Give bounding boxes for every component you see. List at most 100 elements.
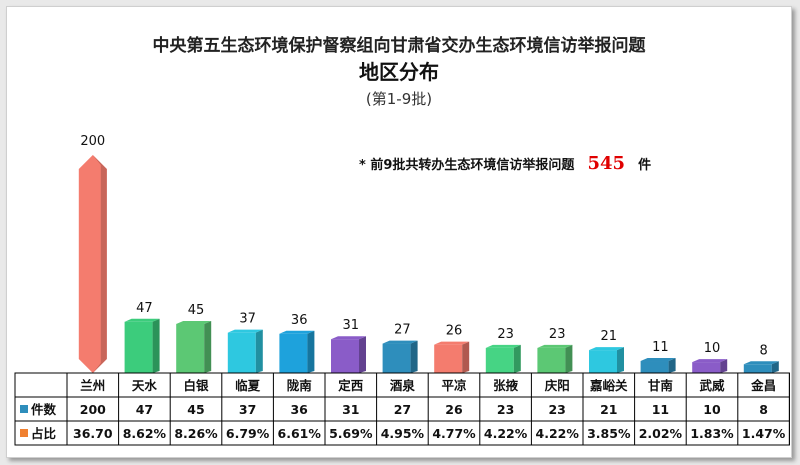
count-cell-12: 11	[652, 402, 669, 417]
bar-10-front	[537, 347, 566, 373]
category-label-8: 平凉	[441, 378, 467, 393]
bar-5	[279, 330, 315, 373]
bar-6-top	[331, 336, 366, 340]
chart-subtitle-batches: (第1-9批)	[366, 90, 432, 108]
bar-11-side	[617, 347, 624, 373]
bar-4	[227, 329, 263, 373]
bar-7-front	[382, 343, 411, 373]
category-label-13: 武威	[699, 378, 725, 393]
percent-cell-11: 3.85%	[587, 426, 631, 441]
bar-1-front	[78, 155, 107, 373]
bar-2-side	[152, 318, 160, 373]
count-cell-3: 45	[187, 402, 204, 417]
percent-cell-3: 8.26%	[174, 426, 218, 441]
chart-subtitle: 地区分布	[359, 60, 439, 84]
value-label-3: 45	[188, 303, 205, 318]
annotation-prefix: * 前9批共转办生态环境信访举报问题	[359, 157, 575, 173]
bar-14-top	[743, 361, 779, 365]
bar-5-side	[307, 330, 315, 373]
value-label-13: 10	[704, 341, 721, 356]
bar-11-top	[589, 347, 624, 351]
bar-6-side	[359, 336, 366, 373]
bar-11-front	[589, 350, 617, 373]
total-annotation: * 前9批共转办生态环境信访举报问题 545 件	[359, 153, 651, 174]
bar-12-top	[640, 358, 676, 362]
bar-13	[692, 359, 728, 373]
value-label-8: 26	[446, 324, 463, 339]
percent-cell-9: 4.22%	[484, 426, 528, 441]
bar-13-front	[692, 362, 721, 373]
bar-4-front	[227, 332, 256, 373]
value-label-11: 21	[601, 329, 618, 344]
legend-swatch-1	[20, 405, 28, 413]
percent-cell-14: 1.47%	[742, 426, 786, 441]
bar-14-side	[771, 361, 779, 373]
chart-title: 中央第五生态环境保护督察组向甘肃省交办生态环境信访举报问题	[153, 35, 647, 56]
percent-cell-2: 8.62%	[123, 426, 167, 441]
value-label-12: 11	[652, 340, 669, 355]
percent-cell-5: 6.61%	[278, 426, 322, 441]
value-label-9: 23	[497, 327, 514, 342]
bar-2	[124, 318, 160, 373]
bar-1	[78, 155, 107, 373]
bar-2-top	[124, 318, 160, 322]
bar-9-front	[485, 347, 514, 373]
value-label-10: 23	[549, 327, 566, 342]
bar-12	[640, 358, 676, 373]
bar-5-top	[279, 330, 315, 334]
bars-group	[78, 155, 779, 373]
value-label-5: 36	[291, 313, 308, 328]
value-label-2: 47	[136, 301, 153, 316]
count-cell-2: 47	[136, 402, 153, 417]
category-label-1: 兰州	[80, 378, 105, 393]
bar-10-side	[565, 344, 573, 373]
count-cell-14: 8	[759, 402, 768, 417]
count-cell-5: 36	[290, 402, 308, 417]
percent-cell-1: 36.70	[73, 426, 113, 441]
bar-7-side	[410, 340, 418, 373]
bar-8	[434, 341, 470, 373]
count-cell-1: 200	[80, 402, 106, 417]
category-label-5: 陇南	[287, 378, 313, 393]
category-label-7: 酒泉	[390, 378, 416, 393]
bar-9	[485, 344, 521, 373]
bar-8-side	[462, 341, 470, 373]
bar-12-front	[640, 361, 669, 373]
bar-3-front	[176, 323, 205, 373]
bar-6-front	[331, 339, 359, 373]
count-cell-7: 27	[394, 402, 411, 417]
bar-2-front	[124, 321, 153, 373]
value-labels-group: 200 47 45 37 36 31 27 26 23 23 21 11 10 8	[80, 134, 767, 358]
bar-9-side	[513, 344, 521, 373]
bar-13-side	[720, 359, 728, 373]
chart-frame: 中央第五生态环境保护督察组向甘肃省交办生态环境信访举报问题 地区分布 (第1-9…	[6, 6, 792, 458]
category-label-12: 甘南	[648, 378, 674, 393]
bar-6	[331, 336, 366, 373]
category-label-4: 临夏	[235, 378, 261, 393]
count-cell-11: 21	[600, 402, 617, 417]
percent-cell-13: 1.83%	[690, 426, 734, 441]
value-label-4: 37	[239, 312, 256, 327]
percent-cell-6: 5.69%	[329, 426, 373, 441]
count-cell-4: 37	[239, 402, 256, 417]
value-label-1: 200	[80, 134, 105, 149]
bar-12-side	[668, 358, 676, 373]
bar-3-top	[176, 320, 212, 324]
bar-4-side	[255, 329, 263, 373]
count-cell-10: 23	[548, 402, 565, 417]
value-label-6: 31	[343, 318, 360, 333]
annotation-suffix: 件	[638, 157, 651, 173]
bar-7-top	[382, 340, 418, 344]
value-label-7: 27	[394, 323, 411, 338]
percent-cell-10: 4.22%	[536, 426, 580, 441]
bar-14-front	[743, 364, 772, 373]
category-label-11: 嘉峪关	[589, 378, 628, 393]
count-cell-9: 23	[497, 402, 514, 417]
bar-10-top	[537, 344, 573, 348]
bar-1-side	[92, 155, 107, 373]
category-label-10: 庆阳	[544, 378, 570, 393]
percent-cell-8: 4.77%	[432, 426, 476, 441]
count-cell-13: 10	[703, 402, 721, 417]
bar-14	[743, 361, 779, 373]
